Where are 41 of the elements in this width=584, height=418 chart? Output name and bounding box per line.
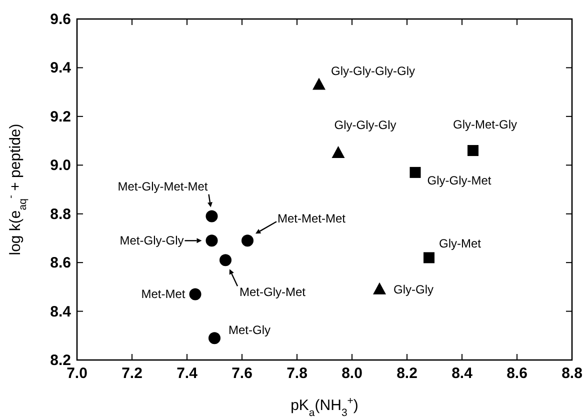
x-tick-label: 7.6: [232, 365, 252, 382]
y-tick-label: 9.4: [50, 60, 72, 77]
annotation: Gly-Met-Gly: [453, 118, 517, 132]
point: [312, 78, 326, 90]
x-axis-title: pK$_{a}$(NH$_{3}$$^{+}$): [290, 395, 358, 418]
y-tick-label: 8.8: [50, 206, 71, 223]
point: [220, 254, 232, 266]
y-tick-label: 9.6: [50, 11, 71, 28]
x-tick-label: 8.4: [452, 365, 474, 382]
annotation: Gly-Met: [439, 236, 482, 251]
point: [373, 282, 386, 294]
x-tick-label: 8.0: [342, 365, 362, 382]
annotation: Gly-Gly-Gly: [334, 118, 396, 132]
point: [189, 288, 202, 300]
y-tick-label: 8.4: [50, 303, 72, 320]
annotation: Met-Gly-Met-Met: [118, 179, 208, 194]
x-tick-label: 7.2: [122, 365, 142, 382]
annotation: Gly-Gly-Gly-Gly: [331, 64, 415, 78]
annotation: Gly-Gly: [394, 282, 434, 296]
point: [208, 332, 220, 344]
point: [410, 166, 421, 178]
annotation: Gly-Gly-Met: [427, 173, 492, 188]
x-tick-label: 7.4: [176, 365, 198, 382]
point: [206, 210, 218, 222]
point: [332, 146, 345, 158]
y-tick-label: 9.2: [50, 108, 71, 126]
x-tick-label: 8.6: [506, 365, 528, 382]
annotation: Met-Gly-Met: [240, 285, 306, 300]
annotation: Met-Gly: [228, 323, 270, 338]
point: [242, 234, 254, 247]
x-tick-label: 7.8: [286, 365, 308, 382]
x-tick-label: 8.8: [562, 365, 582, 382]
y-tick-label: 9.0: [50, 157, 71, 174]
y-tick-label: 8.6: [50, 254, 71, 272]
point: [206, 234, 218, 247]
point: [424, 252, 434, 264]
annotation: Met-Met-Met: [278, 212, 346, 226]
point: [468, 145, 478, 156]
x-tick-label: 8.2: [396, 365, 418, 382]
annotation: Met-Met: [141, 287, 186, 302]
annotation: Met-Gly-Gly: [120, 234, 184, 248]
